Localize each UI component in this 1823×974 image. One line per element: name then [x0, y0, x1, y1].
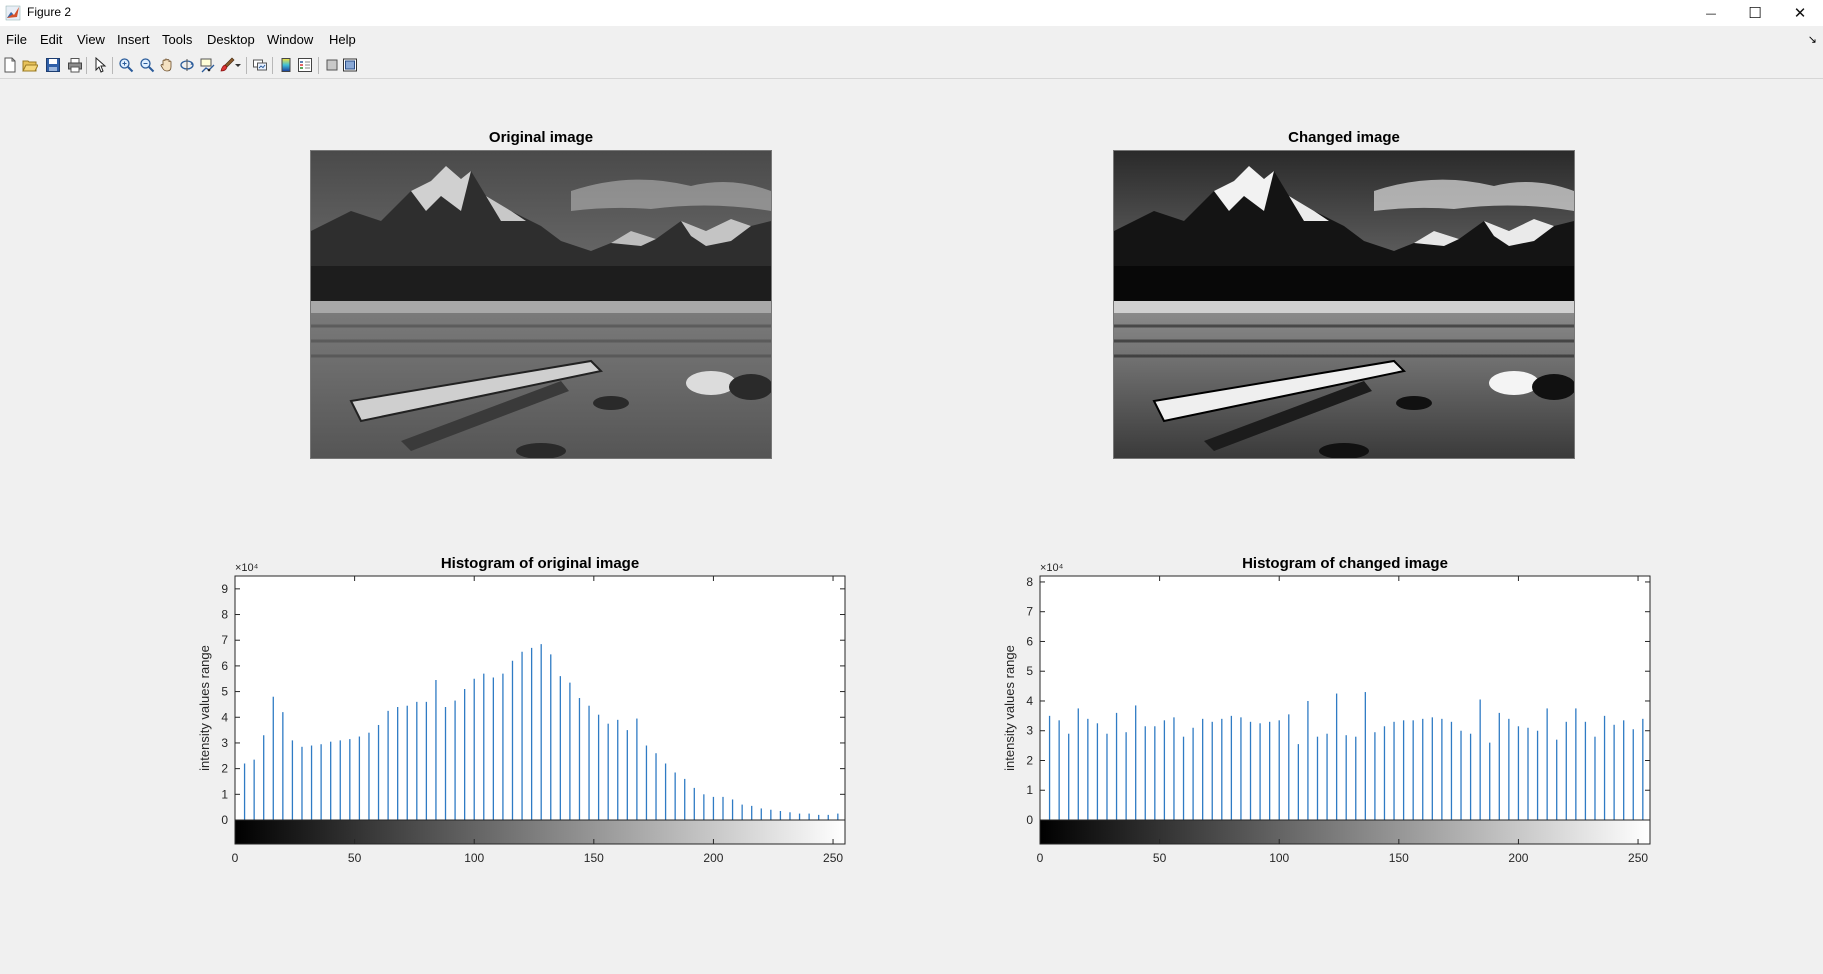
x-tick-label: 250: [823, 851, 843, 865]
x-tick-label: 200: [1508, 851, 1528, 865]
brush-icon[interactable]: [219, 57, 235, 73]
intensity-colorbar: [235, 820, 845, 844]
y-tick-label: 8: [221, 608, 228, 622]
menu-tools[interactable]: Tools: [162, 32, 193, 47]
figure-toolbar: [0, 52, 1823, 79]
close-button[interactable]: ✕: [1777, 0, 1823, 26]
y-tick-label: 4: [1026, 694, 1033, 708]
zoom-in-icon[interactable]: [118, 57, 134, 73]
y-tick-label: 6: [1026, 634, 1033, 648]
plot-background[interactable]: [235, 576, 845, 844]
menu-desktop[interactable]: Desktop: [207, 32, 255, 47]
menu-edit[interactable]: Edit: [40, 32, 63, 47]
x-tick-label: 150: [1389, 851, 1409, 865]
toolbar-separator: [112, 57, 113, 74]
new-figure-icon[interactable]: [2, 57, 18, 73]
maximize-button[interactable]: ☐: [1732, 0, 1778, 26]
y-tick-label: 0: [1026, 813, 1033, 827]
x-tick-label: 100: [464, 851, 484, 865]
y-tick-label: 3: [1026, 724, 1033, 738]
y-tick-label: 9: [221, 582, 228, 596]
rotate-3d-icon[interactable]: [179, 57, 195, 73]
pan-icon[interactable]: [159, 57, 175, 73]
y-exponent-label: ×10⁴: [1040, 562, 1064, 574]
y-tick-label: 1: [221, 787, 228, 801]
x-tick-label: 0: [232, 851, 239, 865]
x-tick-label: 50: [348, 851, 362, 865]
matlab-app-icon: [5, 5, 21, 21]
histogram-title: Histogram of original image: [441, 555, 639, 572]
minimize-button[interactable]: —: [1688, 0, 1734, 26]
original-image: [310, 150, 772, 459]
menu-help[interactable]: Help: [329, 32, 356, 47]
pointer-icon[interactable]: [92, 57, 108, 73]
x-tick-label: 150: [584, 851, 604, 865]
x-tick-label: 200: [703, 851, 723, 865]
toolbar-separator: [246, 57, 247, 74]
dock-arrow-icon[interactable]: ↘: [1807, 34, 1817, 46]
x-tick-label: 100: [1269, 851, 1289, 865]
menu-file[interactable]: File: [6, 32, 27, 47]
axes-frame: [1039, 575, 1651, 845]
y-tick-label: 4: [221, 710, 228, 724]
maximize-icon: ☐: [1748, 4, 1762, 22]
menu-insert[interactable]: Insert: [117, 32, 150, 47]
y-tick-label: 1: [1026, 783, 1033, 797]
print-icon[interactable]: [67, 57, 83, 73]
x-tick-label: 50: [1153, 851, 1167, 865]
y-axis-label: intensity values range: [197, 645, 212, 771]
y-tick-label: 8: [1026, 575, 1033, 589]
x-tick-label: 0: [1037, 851, 1044, 865]
brush-dropdown-icon[interactable]: [234, 57, 242, 73]
show-plot-tools-icon[interactable]: [342, 57, 358, 73]
data-cursor-icon[interactable]: [199, 57, 215, 73]
menu-window[interactable]: Window: [267, 32, 314, 47]
y-tick-label: 2: [221, 762, 228, 776]
colorbar-icon[interactable]: [278, 57, 294, 73]
x-tick-label: 250: [1628, 851, 1648, 865]
menu-view[interactable]: View: [77, 32, 105, 47]
histogram-original-chart: Histogram of original image 0 1 2 3 4 5 6 7 8 9 0 50…: [197, 555, 846, 865]
plot-background[interactable]: [1040, 576, 1650, 844]
zoom-out-icon[interactable]: [139, 57, 155, 73]
changed-image-title: Changed image: [1288, 129, 1400, 146]
toolbar-separator: [86, 57, 87, 74]
y-tick-label: 3: [221, 736, 228, 750]
y-exponent-label: ×10⁴: [235, 562, 259, 574]
close-icon: ✕: [1793, 4, 1807, 22]
axes-frame: [234, 575, 846, 845]
open-file-icon[interactable]: [22, 57, 38, 73]
y-tick-label: 5: [1026, 664, 1033, 678]
histogram-title: Histogram of changed image: [1242, 555, 1448, 572]
window-title: Figure 2: [27, 5, 72, 19]
toolbar-separator: [272, 57, 273, 74]
y-tick-label: 2: [1026, 753, 1033, 767]
histogram-changed-chart: Histogram of changed image 0 1 2 3 4 5 6 7 8 0 50 10…: [1002, 555, 1651, 865]
y-tick-label: 6: [221, 659, 228, 673]
hide-plot-tools-icon[interactable]: [324, 57, 340, 73]
changed-image: [1113, 150, 1575, 459]
original-image-title: Original image: [488, 129, 594, 146]
figure-canvas: Original image Changed image: [0, 79, 1823, 974]
y-tick-label: 7: [221, 633, 228, 647]
y-tick-label: 0: [221, 813, 228, 827]
menu-bar: File Edit View Insert Tools Desktop Wind…: [0, 28, 1823, 50]
intensity-colorbar: [1040, 820, 1650, 844]
link-plot-icon[interactable]: [252, 57, 268, 73]
toolbar-separator: [318, 57, 319, 74]
minimize-icon: —: [1705, 6, 1717, 20]
window-title-bar[interactable]: Figure 2 — ☐ ✕: [0, 0, 1823, 26]
y-tick-label: 7: [1026, 605, 1033, 619]
y-axis-label: intensity values range: [1002, 645, 1017, 771]
y-tick-label: 5: [221, 685, 228, 699]
legend-icon[interactable]: [297, 57, 313, 73]
save-icon[interactable]: [45, 57, 61, 73]
